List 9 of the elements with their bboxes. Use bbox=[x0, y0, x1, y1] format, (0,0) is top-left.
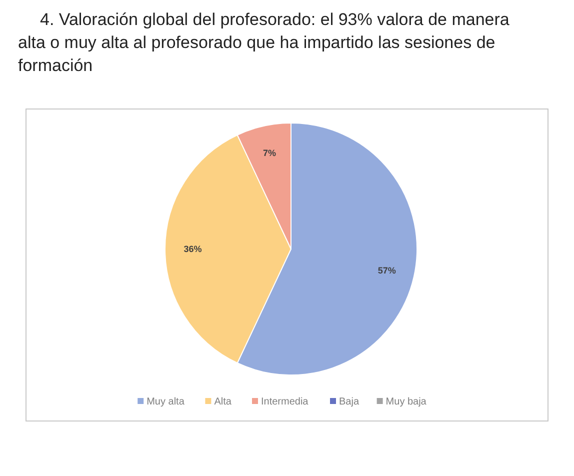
legend-label: Intermedia bbox=[261, 396, 309, 408]
legend-label: Baja bbox=[339, 396, 360, 408]
legend-label: Muy baja bbox=[386, 396, 427, 408]
data-label: 36% bbox=[184, 244, 202, 254]
chart-title: 4. Valoración global del profesorado: el 93% valora de manera alta o muy alta al profesorado que ha impartido las sesiones de formación bbox=[17, 9, 510, 77]
legend-label: Muy alta bbox=[146, 396, 185, 408]
legend-label: Alta bbox=[214, 396, 232, 408]
data-label: 57% bbox=[378, 265, 396, 276]
data-label: 7% bbox=[263, 148, 276, 158]
